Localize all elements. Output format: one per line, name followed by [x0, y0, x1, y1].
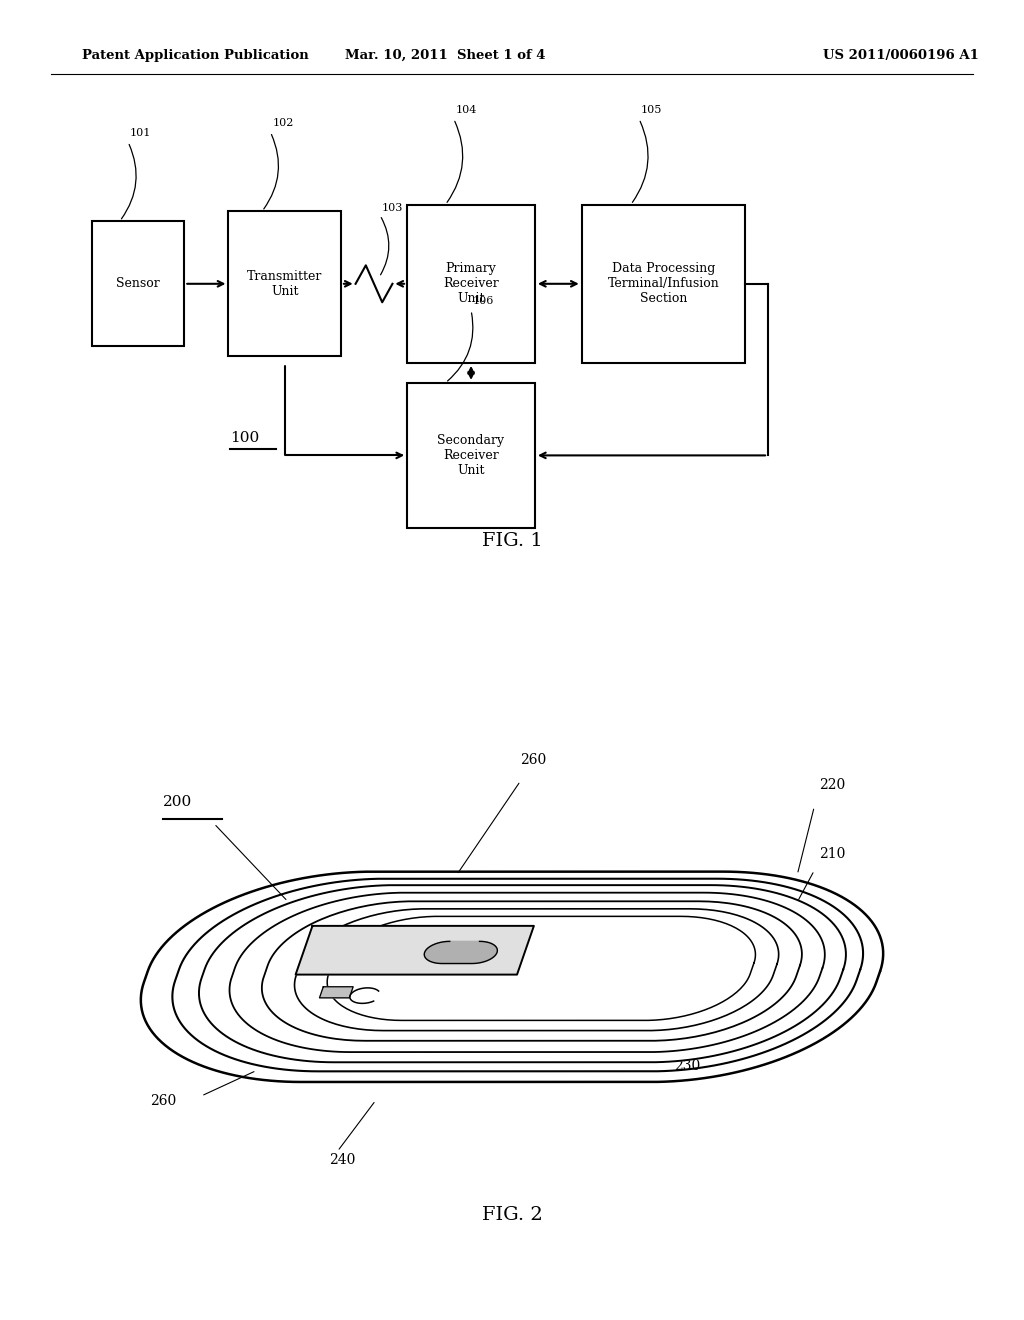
Text: 200: 200: [163, 795, 193, 809]
Text: 102: 102: [272, 117, 294, 128]
Text: 210: 210: [818, 846, 845, 861]
Text: Transmitter
Unit: Transmitter Unit: [247, 269, 323, 298]
Text: Patent Application Publication: Patent Application Publication: [82, 49, 308, 62]
Text: Data Processing
Terminal/Infusion
Section: Data Processing Terminal/Infusion Sectio…: [607, 263, 720, 305]
Polygon shape: [319, 987, 353, 998]
Polygon shape: [295, 909, 778, 1031]
Polygon shape: [262, 902, 802, 1040]
Text: 100: 100: [230, 432, 260, 445]
Text: 240: 240: [329, 1154, 355, 1167]
Text: Primary
Receiver
Unit: Primary Receiver Unit: [443, 263, 499, 305]
Bar: [408, 383, 535, 528]
Text: 260: 260: [520, 752, 547, 767]
Polygon shape: [199, 886, 846, 1063]
Text: FIG. 1: FIG. 1: [481, 532, 543, 550]
Polygon shape: [424, 941, 498, 964]
Text: 105: 105: [641, 104, 663, 115]
Text: 260: 260: [151, 1093, 176, 1107]
Text: 220: 220: [818, 779, 845, 792]
Text: 230: 230: [674, 1060, 700, 1073]
Bar: [228, 211, 341, 356]
Polygon shape: [296, 925, 534, 974]
Bar: [582, 205, 745, 363]
Text: Mar. 10, 2011  Sheet 1 of 4: Mar. 10, 2011 Sheet 1 of 4: [345, 49, 546, 62]
Text: US 2011/0060196 A1: US 2011/0060196 A1: [823, 49, 979, 62]
Polygon shape: [172, 879, 863, 1072]
Text: FIG. 2: FIG. 2: [481, 1206, 543, 1224]
Text: 103: 103: [382, 203, 403, 214]
Text: 106: 106: [473, 296, 495, 306]
Bar: [92, 220, 184, 346]
Polygon shape: [328, 916, 756, 1020]
Text: Sensor: Sensor: [117, 277, 160, 290]
Text: Secondary
Receiver
Unit: Secondary Receiver Unit: [437, 434, 505, 477]
Polygon shape: [141, 871, 883, 1082]
Polygon shape: [229, 892, 824, 1052]
Text: 104: 104: [456, 104, 477, 115]
Bar: [408, 205, 535, 363]
Text: 101: 101: [130, 128, 152, 137]
Text: 250: 250: [746, 949, 772, 962]
